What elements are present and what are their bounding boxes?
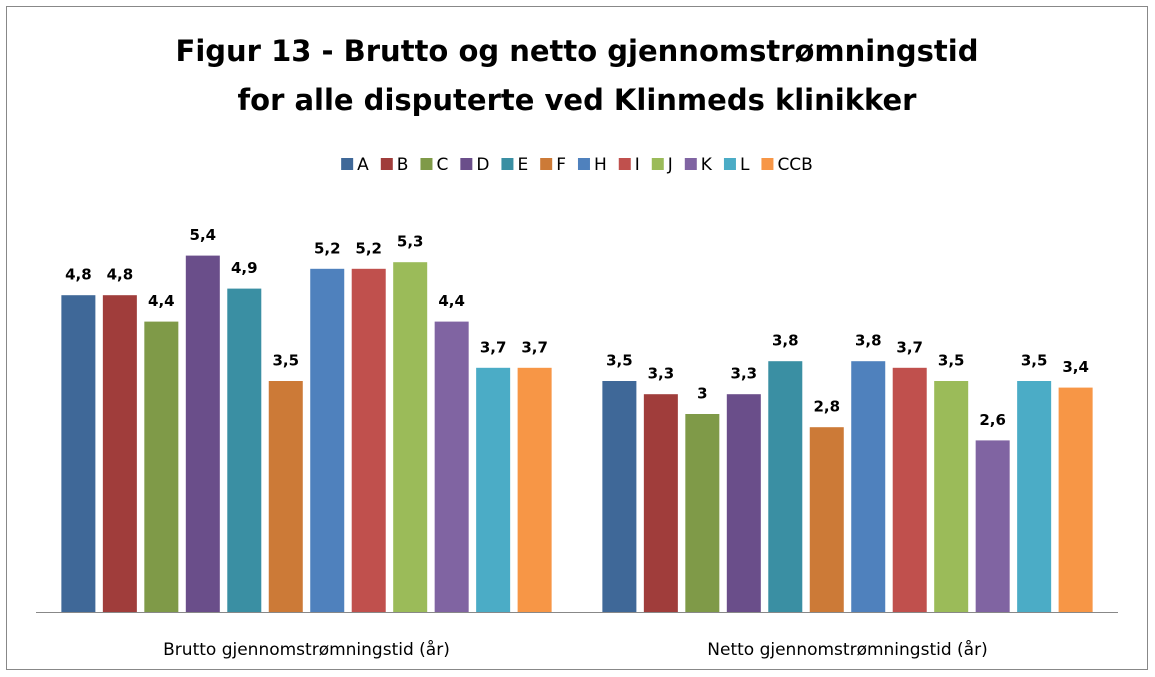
data-label: 3,5 xyxy=(272,352,299,370)
data-label: 3,3 xyxy=(648,365,675,383)
bar xyxy=(1017,381,1052,612)
legend-label: C xyxy=(436,155,448,175)
x-tick-label: Brutto gjennomstrømningstid (år) xyxy=(163,639,450,660)
bar xyxy=(351,268,386,612)
data-label: 3 xyxy=(697,385,707,403)
data-label: 3,8 xyxy=(772,332,799,350)
bar xyxy=(102,295,137,612)
bar xyxy=(476,367,511,612)
bar xyxy=(517,367,552,612)
data-label: 3,8 xyxy=(855,332,882,350)
legend-swatch xyxy=(341,158,354,170)
bar xyxy=(809,427,844,612)
data-label: 5,2 xyxy=(314,239,341,257)
bar xyxy=(768,361,803,612)
legend-label: K xyxy=(701,155,713,175)
legend-swatch xyxy=(420,158,433,170)
data-label: 3,7 xyxy=(896,338,923,356)
legend-swatch xyxy=(380,158,393,170)
data-label: 3,7 xyxy=(480,338,507,356)
bar xyxy=(685,414,720,612)
data-label: 5,2 xyxy=(355,239,382,257)
data-label: 3,5 xyxy=(606,352,633,370)
bar xyxy=(643,394,678,612)
bar xyxy=(1058,387,1093,612)
data-label: 4,8 xyxy=(107,266,134,284)
bar xyxy=(851,361,886,612)
data-label: 3,7 xyxy=(521,338,548,356)
bar xyxy=(268,381,303,612)
chart-title: for alle disputerte ved Klinmeds klinikk… xyxy=(238,83,918,117)
bar xyxy=(975,440,1010,612)
bar xyxy=(144,321,179,612)
data-label: 3,5 xyxy=(938,352,965,370)
bar xyxy=(434,321,469,612)
data-label: 3,5 xyxy=(1021,352,1048,370)
bar xyxy=(61,295,96,612)
legend-label: A xyxy=(357,155,369,175)
data-label: 3,4 xyxy=(1062,358,1089,376)
bar xyxy=(310,268,345,612)
legend-label: H xyxy=(594,155,607,175)
legend-swatch xyxy=(460,158,473,170)
bar xyxy=(393,262,428,612)
legend-label: F xyxy=(556,155,566,175)
bar xyxy=(892,367,927,612)
legend-swatch xyxy=(761,158,774,170)
data-label: 4,8 xyxy=(65,266,92,284)
legend-swatch xyxy=(723,158,736,170)
legend-swatch xyxy=(501,158,514,170)
data-label: 5,3 xyxy=(397,233,424,251)
legend-label: I xyxy=(635,155,640,175)
data-label: 4,9 xyxy=(231,259,258,277)
data-label: 2,6 xyxy=(979,411,1006,429)
legend-label: B xyxy=(397,155,409,175)
data-label: 4,4 xyxy=(148,292,175,310)
legend-label: J xyxy=(667,155,673,175)
legend-label: E xyxy=(517,155,528,175)
legend-label: D xyxy=(476,155,489,175)
bar xyxy=(934,381,969,612)
legend-swatch xyxy=(618,158,631,170)
bar xyxy=(185,255,220,612)
data-label: 2,8 xyxy=(813,398,840,416)
data-label: 5,4 xyxy=(190,226,217,244)
bar xyxy=(726,394,761,612)
legend-swatch xyxy=(577,158,590,170)
chart-title: Figur 13 - Brutto og netto gjennomstrømn… xyxy=(176,34,979,68)
legend-swatch xyxy=(651,158,664,170)
x-tick-label: Netto gjennomstrømningstid (år) xyxy=(707,639,987,660)
legend-swatch xyxy=(684,158,697,170)
legend-label: L xyxy=(740,155,750,175)
bar xyxy=(227,288,262,612)
bar xyxy=(602,381,637,612)
data-label: 4,4 xyxy=(438,292,465,310)
legend-swatch xyxy=(540,158,553,170)
data-label: 3,3 xyxy=(731,365,758,383)
legend-label: CCB xyxy=(777,155,812,175)
